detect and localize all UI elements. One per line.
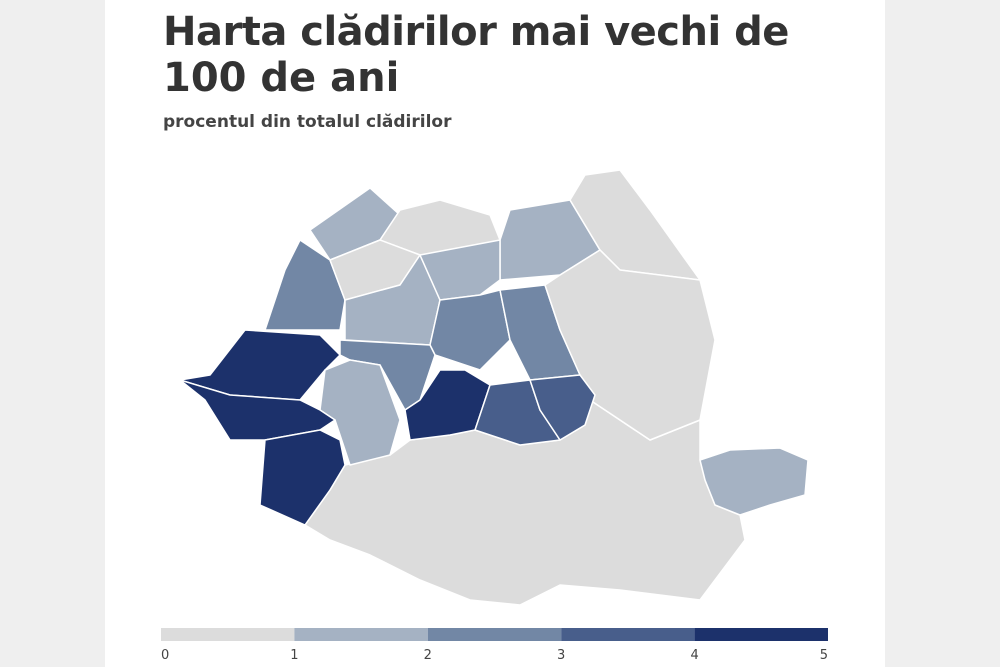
legend-segment [161,628,295,641]
legend-tick-label: 0 [161,648,169,663]
subtitle: procentul din totalul clădirilor [163,112,452,132]
legend-segment [694,628,828,641]
county [259,429,346,526]
legend-segment [427,628,562,641]
county [429,289,511,371]
county [699,447,809,516]
county [179,379,336,441]
legend-tick-label: 4 [690,648,698,663]
legend-tick-label: 3 [557,648,565,663]
county [419,239,501,301]
title: Harta clădirilor mai vechi de [163,9,789,55]
legend-tick-label: 5 [820,648,828,663]
legend-segment [561,628,695,641]
legend: 0 1 2 3 4 5 [161,628,828,663]
county [529,374,596,441]
title: 100 de ani [163,55,400,101]
legend-tick-label: 1 [290,648,298,663]
legend-tick-label: 2 [424,648,432,663]
legend-segment [294,628,428,641]
counties [179,169,809,606]
